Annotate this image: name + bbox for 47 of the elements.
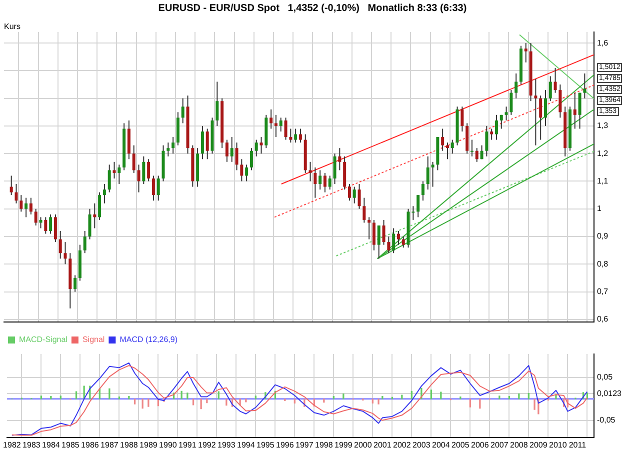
y-tick-label: -0,05 (597, 415, 616, 424)
x-tick-label: 1996 (276, 440, 294, 450)
x-tick-label: 1984 (42, 440, 60, 450)
x-tick-label: 1994 (237, 440, 256, 450)
x-tick-label: 2002 (393, 440, 412, 450)
y-tick-label: 0,9 (597, 232, 609, 241)
y-tick-label: 0,7 (597, 287, 609, 296)
y-tick-label: 1,3 (597, 121, 609, 130)
x-tick-label: 2001 (374, 440, 392, 450)
legend-label: MACD (12,26,9) (120, 335, 178, 344)
x-tick-label: 1987 (100, 440, 119, 450)
x-tick-label: 2003 (412, 440, 431, 450)
x-tick-label: 2011 (568, 440, 587, 450)
x-tick-label: 2000 (354, 440, 372, 450)
text: Kurs (4, 22, 20, 31)
legend-label: Signal (82, 335, 105, 344)
y-tick-label: 1,2 (597, 148, 609, 158)
x-tick-label: 1989 (140, 440, 158, 450)
y-tick-label: 1,6 (597, 38, 609, 48)
x-tick-label: 1988 (120, 440, 138, 450)
x-tick-label: 2004 (432, 440, 450, 450)
x-tick-label: 1998 (315, 440, 334, 450)
x-tick-label: 1991 (178, 440, 197, 450)
x-tick-label: 2007 (490, 440, 509, 450)
x-tick-label: 1990 (159, 440, 178, 450)
y-tick-label: 0,05 (597, 372, 614, 382)
x-tick-label: 1983 (22, 440, 41, 450)
x-tick-label: 2009 (530, 440, 548, 450)
y-tick-label: 0,6 (597, 314, 609, 324)
x-tick-label: 1992 (198, 440, 216, 450)
y-tick-label: 1,1 (597, 176, 609, 186)
x-tick-label: 2005 (452, 440, 470, 450)
y-tick-label: 0,8 (597, 259, 609, 268)
x-tick-label: 1999 (334, 440, 353, 450)
x-tick-label: 1995 (256, 440, 275, 450)
chart-title: EURUSD - EUR/USD Spot 1,4352 (-0,10%) Monatlich 8:33 (6:33) (157, 3, 468, 14)
x-tick-label: 1997 (296, 440, 314, 450)
x-tick-label: 2010 (549, 440, 568, 450)
x-tick-label: 2006 (471, 440, 490, 450)
x-tick-label: 1986 (81, 440, 100, 450)
y-tick-label: 0,0123 (597, 388, 622, 398)
x-tick-label: 1993 (218, 440, 236, 450)
x-tick-label: 2008 (510, 440, 528, 450)
x-tick-label: 1985 (62, 440, 80, 450)
legend-label: MACD-Signal (19, 335, 68, 344)
y-tick-label: 1 (597, 204, 602, 214)
x-tick-label: 1982 (3, 440, 22, 450)
